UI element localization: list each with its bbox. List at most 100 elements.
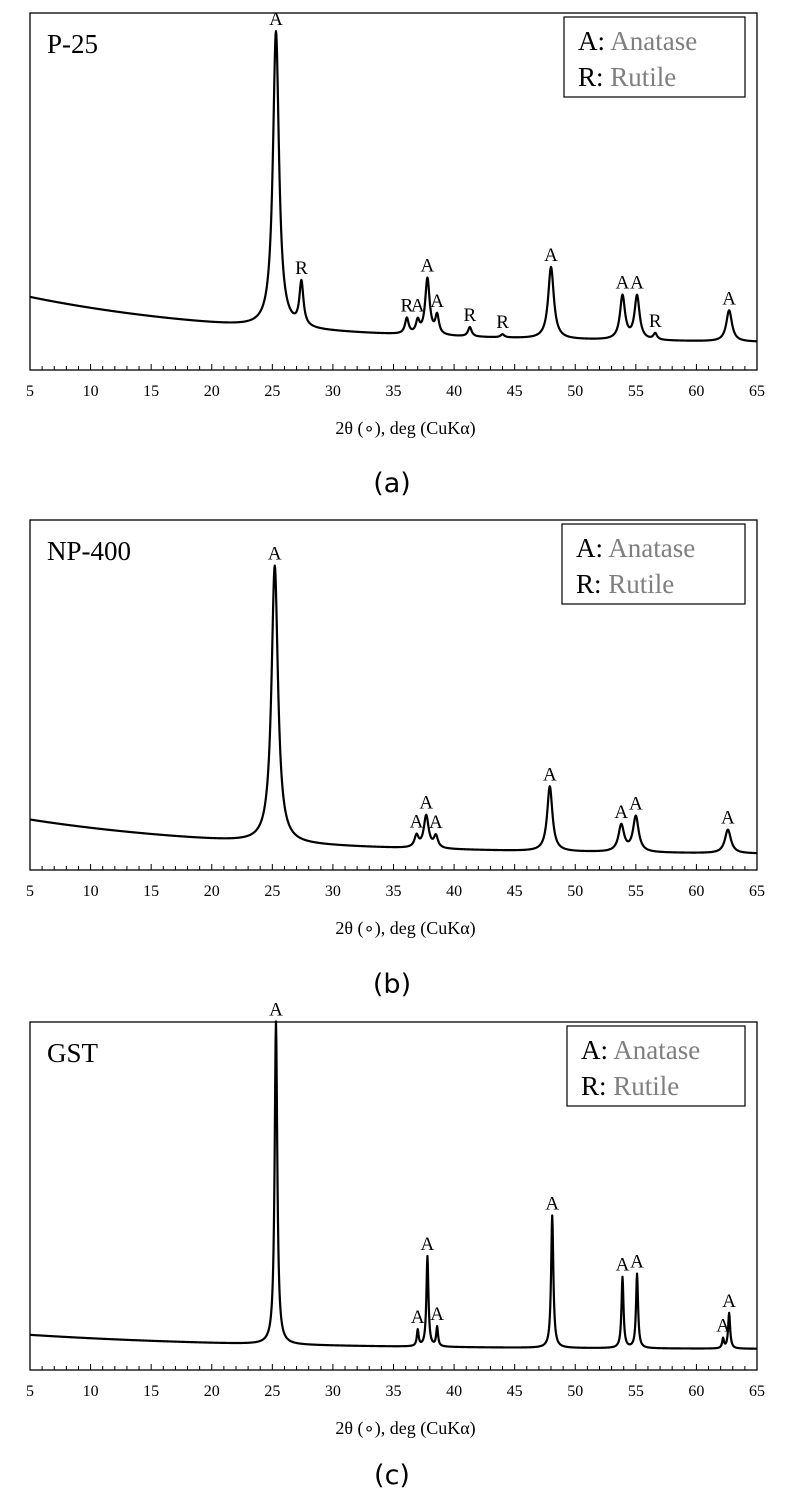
x-tick-label: 40 [446,383,462,400]
legend-box [566,1025,746,1107]
xrd-trace [29,29,758,343]
peak-label: A [411,1307,425,1328]
x-tick-label: 30 [325,1383,341,1400]
x-tick-label: 60 [688,1383,704,1400]
legend-key: A [578,26,598,56]
x-tick-label: 5 [26,383,34,400]
x-tick-label: 10 [83,1383,99,1400]
x-tick-label: 20 [204,383,220,400]
peak-label: A [268,544,282,565]
legend-name: Rutile [608,569,674,599]
x-tick-label: 60 [688,383,704,400]
legend-key: R [578,62,596,92]
sample-label: NP-400 [47,536,131,566]
peak-label: A [630,273,644,294]
peak-label: A [430,291,444,312]
legend: A: Anatase R: Rutile [561,523,746,605]
peak-label: A [616,1255,630,1276]
x-axis-ticks [29,364,758,370]
x-tick-label: 50 [567,1383,583,1400]
x-tick-label: 65 [749,1383,765,1400]
peak-label: A [421,255,435,276]
peak-label: A [629,794,643,815]
peak-label: A [722,288,736,309]
legend-separator: : [596,533,609,563]
x-tick-label: 65 [749,883,765,900]
x-tick-label: 5 [26,1383,34,1400]
legend-key: R [576,569,594,599]
peak-label: A [419,793,433,814]
x-tick-label: 20 [204,1383,220,1400]
x-tick-label: 60 [688,883,704,900]
x-tick-label: 20 [204,883,220,900]
panel-2: 5 10 15 20 25 30 35 40 45 50 55 60 65 2θ (∘), deg (Cu… [26,519,765,939]
x-tick-label: 15 [143,383,159,400]
legend-key: A [581,1035,601,1065]
x-tick-label: 40 [446,1383,462,1400]
x-axis-ticks [29,1364,758,1370]
peak-label: A [269,999,283,1020]
legend-entry: R: Rutile [578,62,676,92]
legend-name: Anatase [608,533,695,563]
peak-label: R [400,295,413,316]
legend-name: Anatase [610,26,697,56]
legend-separator: : [596,62,610,92]
x-tick-label: 45 [507,383,523,400]
peak-label: R [463,305,476,326]
peak-label: A [411,296,425,317]
peak-label: A [614,802,628,823]
x-axis-label: 2θ (∘), deg (CuKα) [335,418,475,439]
legend: A: Anatase R: Rutile [566,1025,746,1107]
x-tick-label: 15 [143,883,159,900]
x-tick-label: 35 [386,1383,402,1400]
peak-label: A [544,245,558,266]
legend-entry: R: Rutile [581,1071,679,1101]
xrd-trace [29,1020,758,1350]
panel-caption: (c) [374,1460,410,1491]
panel-caption: (a) [373,468,411,499]
peak-label: A [545,1193,559,1214]
peak-label: A [716,1316,730,1337]
peak-label: A [543,764,557,785]
x-tick-label: 45 [507,883,523,900]
x-axis-label: 2θ (∘), deg (CuKα) [335,918,475,939]
legend-entry: R: Rutile [576,569,674,599]
x-tick-label: 65 [749,383,765,400]
x-tick-label: 10 [83,383,99,400]
x-tick-label: 25 [264,383,280,400]
x-axis-ticks [29,864,758,870]
peak-label: A [429,812,443,833]
peak-label: A [269,9,283,30]
x-tick-label: 30 [325,883,341,900]
x-tick-label: 55 [628,1383,644,1400]
panel-3: 5 10 15 20 25 30 35 40 45 50 55 60 65 2θ (∘), deg (Cu… [26,999,765,1439]
legend-key: R [581,1071,599,1101]
peak-label: A [430,1304,444,1325]
x-tick-label: 35 [386,383,402,400]
x-tick-label: 50 [567,383,583,400]
legend-box [561,523,746,605]
xrd-trace [29,564,758,855]
legend-key: A [576,533,596,563]
x-tick-label: 15 [143,1383,159,1400]
peak-label: R [496,312,509,333]
peak-label: R [649,311,662,332]
legend-entry: A: Anatase [576,533,695,563]
legend-separator: : [598,26,611,56]
x-tick-label: 25 [264,1383,280,1400]
peak-label: A [722,1291,736,1312]
legend-name: Anatase [613,1035,700,1065]
x-tick-label: 10 [83,883,99,900]
legend-entry: A: Anatase [581,1035,700,1065]
legend-name: Rutile [610,62,676,92]
x-tick-label: 25 [264,883,280,900]
peak-label: R [295,258,308,279]
legend: A: Anatase R: Rutile [563,16,746,98]
sample-label: P-25 [47,29,98,59]
peak-label: A [616,273,630,294]
legend-separator: : [594,569,608,599]
x-tick-label: 55 [628,883,644,900]
peak-label: A [630,1252,644,1273]
